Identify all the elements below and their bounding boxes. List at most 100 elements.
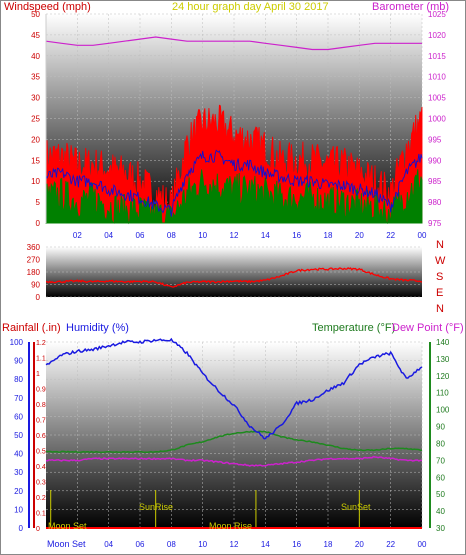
lower-x-tick: 14 (261, 540, 270, 549)
wind-y-tick: 5 (36, 198, 41, 207)
baro-y-tick: 1015 (428, 52, 446, 61)
baro-y-tick: 975 (428, 219, 442, 228)
axes-layer: 0510152025303540455097598098599099510001… (10, 10, 450, 549)
humidity-y-tick: 60 (14, 412, 23, 421)
temperature-y-tick: 60 (436, 473, 445, 482)
temperature-y-tick: 120 (436, 372, 450, 381)
wind-y-tick: 45 (31, 31, 40, 40)
compass-w: W (435, 255, 446, 267)
humidity-y-tick: 30 (14, 468, 23, 477)
wind-y-tick: 15 (31, 156, 40, 165)
wind-x-tick: 22 (386, 231, 395, 240)
wind-y-tick: 35 (31, 73, 40, 82)
rainfall-label: Rainfall (.in) (2, 322, 61, 334)
wind-y-tick: 20 (31, 135, 40, 144)
temperature-label: Temperature (°F) (312, 322, 395, 334)
rain-y-tick: 0.1 (36, 511, 46, 518)
lower-x-tick: 18 (324, 540, 333, 549)
wind-x-tick: 10 (198, 231, 207, 240)
wind-y-tick: 50 (31, 10, 40, 19)
temperature-y-tick: 50 (436, 490, 445, 499)
rain-y-tick: 0.8 (36, 402, 46, 409)
temperature-y-tick: 140 (436, 338, 450, 347)
humidity-y-tick: 100 (10, 338, 24, 347)
baro-y-tick: 1020 (428, 31, 446, 40)
lower-x-tick: 10 (198, 540, 207, 549)
wind-x-tick: 18 (324, 231, 333, 240)
baro-y-tick: 1005 (428, 94, 446, 103)
rain-y-tick: 1.1 (36, 356, 46, 363)
compass-n-top: N (436, 239, 444, 251)
lower-x-tick: 20 (355, 540, 364, 549)
wind-y-tick: 30 (31, 94, 40, 103)
lower-x-tick: 16 (292, 540, 301, 549)
humidity-y-tick: 90 (14, 357, 23, 366)
baro-y-tick: 1010 (428, 73, 446, 82)
temperature-y-tick: 40 (436, 507, 445, 516)
baro-y-tick: 1000 (428, 115, 446, 124)
wind-x-tick: 00 (418, 231, 427, 240)
lower-x-tick: 08 (167, 540, 176, 549)
direction-series-layer (45, 246, 423, 298)
compass-n-bottom: N (436, 303, 444, 315)
wind-y-tick: 10 (31, 177, 40, 186)
moon-set-event-label: Moon Set (48, 521, 87, 531)
wind-x-tick: 20 (355, 231, 364, 240)
sunrise-event-label: SunRise (139, 502, 173, 512)
wind-x-tick: 08 (167, 231, 176, 240)
temperature-y-tick: 110 (436, 389, 449, 398)
wind-series-layer (45, 13, 423, 225)
rain-y-tick: 0.2 (36, 495, 46, 502)
direction-y-tick: 90 (31, 281, 40, 290)
rain-y-tick: 0.4 (36, 464, 46, 471)
lower-x-tick: 12 (230, 540, 239, 549)
wind-x-tick: 14 (261, 231, 270, 240)
baro-y-tick: 1025 (428, 10, 446, 19)
direction-y-tick: 360 (27, 243, 41, 252)
rain-y-tick: 0 (36, 526, 40, 533)
direction-y-tick: 180 (27, 268, 41, 277)
rain-y-tick: 1 (36, 371, 40, 378)
baro-y-tick: 980 (428, 198, 442, 207)
humidity-y-tick: 0 (19, 524, 24, 533)
temperature-series-line (45, 430, 423, 454)
temperature-y-tick: 100 (436, 406, 450, 415)
temperature-y-tick: 90 (436, 423, 445, 432)
humidity-series-line (45, 337, 423, 440)
lower-x-tick: 06 (136, 540, 145, 549)
avg-wind-series-line (45, 149, 423, 217)
lower-x-tick: 00 (418, 540, 427, 549)
wind-y-tick: 40 (31, 52, 40, 61)
barometer-label: Barometer (mb) (372, 1, 449, 13)
rain-y-tick: 0.3 (36, 480, 46, 487)
baro-y-tick: 995 (428, 135, 442, 144)
temperature-y-tick: 30 (436, 524, 445, 533)
wind-x-tick: 12 (230, 231, 239, 240)
lower-x-tick: 04 (104, 540, 113, 549)
moon-set-axis-label: Moon Set (47, 539, 86, 549)
baro-y-tick: 985 (428, 177, 442, 186)
chart-title: 24 hour graph day April 30 2017 (172, 1, 329, 13)
wind-y-tick: 0 (36, 219, 41, 228)
compass-labels: N W S E N (435, 239, 446, 315)
baro-y-tick: 990 (428, 156, 442, 165)
temperature-y-tick: 70 (436, 456, 445, 465)
direction-y-tick: 0 (36, 293, 41, 302)
compass-e: E (436, 287, 443, 299)
barometer-series-line (45, 36, 422, 51)
low-wind-series-line (45, 169, 423, 225)
rain-y-tick: 1.2 (36, 340, 46, 347)
humidity-y-tick: 50 (14, 431, 23, 440)
humidity-y-tick: 20 (14, 487, 23, 496)
humidity-y-tick: 80 (14, 375, 23, 384)
windspeed-label: Windspeed (mph) (4, 1, 91, 13)
humidity-y-tick: 10 (14, 505, 23, 514)
rain-y-tick: 0.7 (36, 418, 46, 425)
direction-y-tick: 270 (27, 256, 41, 265)
rain-y-tick: 0.6 (36, 433, 46, 440)
wind-x-tick: 04 (104, 231, 113, 240)
wind-x-tick: 02 (73, 231, 82, 240)
lower-series-layer (45, 337, 423, 529)
humidity-y-tick: 70 (14, 394, 23, 403)
